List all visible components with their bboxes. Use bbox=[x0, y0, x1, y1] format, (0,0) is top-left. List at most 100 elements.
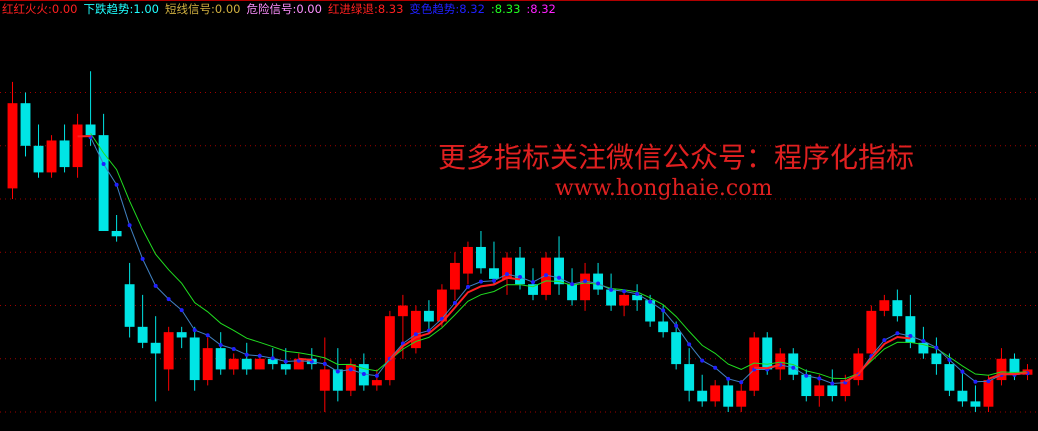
legend-value: 8.32 bbox=[459, 2, 485, 16]
ma-blue-dot bbox=[257, 353, 262, 358]
candle-body bbox=[697, 390, 708, 402]
ma-blue-dot bbox=[127, 223, 132, 228]
candle-body bbox=[476, 246, 486, 269]
ma-blue-dot bbox=[713, 365, 718, 370]
candle-body bbox=[814, 385, 825, 397]
candle-body bbox=[449, 262, 460, 290]
candle-body bbox=[189, 337, 200, 381]
candle-body bbox=[176, 332, 187, 338]
ma-blue-dot bbox=[335, 369, 340, 374]
candle-body bbox=[983, 380, 994, 407]
candle-body bbox=[554, 257, 564, 285]
legend-value: 1.00 bbox=[133, 2, 159, 16]
candle-body bbox=[202, 348, 213, 381]
ma-blue-dot bbox=[804, 373, 809, 378]
ma-blue-dot bbox=[114, 182, 119, 187]
candle-body bbox=[606, 289, 617, 306]
candle-body bbox=[944, 364, 955, 391]
ma-blue-dot bbox=[648, 299, 653, 304]
legend-item: 危险信号:0.00 bbox=[246, 2, 322, 16]
candle-body bbox=[775, 353, 786, 370]
ma-blue-dot bbox=[478, 279, 483, 284]
legend-item: :8.33 bbox=[490, 2, 521, 16]
ma-blue-dot bbox=[452, 300, 457, 305]
legend-label: 红进绿退 bbox=[327, 2, 374, 16]
ma-blue-dot bbox=[687, 342, 692, 347]
candle-body bbox=[384, 316, 395, 381]
ma-blue-dot bbox=[140, 256, 145, 261]
ma-blue-dot bbox=[413, 332, 418, 337]
candle-body bbox=[892, 300, 903, 317]
candle-body bbox=[762, 337, 773, 370]
candle-body bbox=[319, 369, 330, 391]
legend-item: :8.32 bbox=[526, 2, 556, 16]
legend-item: 红红火火:0.00 bbox=[2, 2, 78, 16]
legend-item: 红进绿退:8.33 bbox=[327, 2, 404, 16]
ma-blue-dot bbox=[244, 352, 249, 357]
candle-body bbox=[840, 380, 851, 397]
ma-green-line bbox=[90, 133, 1028, 380]
ma-blue-dot bbox=[231, 346, 236, 351]
candle-body bbox=[723, 385, 734, 407]
ma-blue-dot bbox=[973, 379, 978, 384]
candle-body bbox=[879, 300, 890, 311]
candle-body bbox=[150, 342, 161, 354]
ma-blue-dot bbox=[739, 380, 744, 385]
candle-body bbox=[397, 305, 408, 317]
candle-body bbox=[918, 342, 929, 354]
candle-body bbox=[671, 332, 682, 365]
legend-value: 8.33 bbox=[494, 2, 521, 16]
candle-body bbox=[215, 348, 226, 370]
ma-blue-dot bbox=[908, 334, 913, 339]
ma-blue-dot bbox=[596, 281, 601, 286]
candle-body bbox=[710, 385, 721, 402]
candle-body bbox=[410, 310, 421, 349]
candle-body bbox=[72, 124, 83, 168]
candle-body bbox=[567, 284, 577, 301]
watermark-url: www.honghaie.com bbox=[555, 176, 773, 201]
candle-body bbox=[293, 358, 304, 370]
candle-body bbox=[254, 358, 265, 370]
ma-blue-dot bbox=[934, 345, 939, 350]
ma-blue-dot bbox=[921, 339, 926, 344]
legend-value: 8.32 bbox=[530, 2, 556, 16]
ma-blue-dot bbox=[531, 280, 536, 285]
candle-body bbox=[111, 230, 122, 237]
candle-body bbox=[866, 310, 877, 354]
legend-item: 变色趋势:8.32 bbox=[409, 2, 485, 16]
ma-blue-dot bbox=[609, 287, 614, 292]
candle-body bbox=[163, 332, 174, 370]
candle-body bbox=[332, 369, 343, 391]
ma-blue-dot bbox=[205, 333, 210, 338]
legend-item: 短线信号:0.00 bbox=[164, 2, 241, 16]
ma-blue-dot bbox=[817, 376, 822, 381]
ma-blue-dot bbox=[166, 297, 171, 302]
ma-blue-dot bbox=[361, 371, 366, 376]
candle-body bbox=[580, 273, 591, 301]
candle-body bbox=[463, 246, 473, 274]
ma-blue-dot bbox=[491, 278, 496, 283]
legend-label: 危险信号 bbox=[246, 2, 293, 16]
candle-body bbox=[280, 364, 291, 370]
ma-blue-dot bbox=[947, 357, 952, 362]
ma-blue-dot bbox=[791, 365, 796, 370]
candle-body bbox=[33, 145, 44, 173]
ma-blue-dot bbox=[895, 331, 900, 336]
ma-blue-dot bbox=[674, 323, 679, 328]
ma-blue-dot bbox=[518, 275, 522, 280]
candle-body bbox=[1009, 358, 1020, 375]
ma-blue-dot bbox=[179, 308, 184, 313]
legend-value: 8.33 bbox=[377, 2, 404, 16]
ma-blue-dot bbox=[322, 361, 327, 366]
ma-blue-dot bbox=[153, 283, 158, 288]
ma-blue-dot bbox=[101, 162, 106, 167]
candle-body bbox=[905, 316, 916, 343]
legend-label: 变色趋势 bbox=[409, 2, 456, 16]
candle-body bbox=[931, 353, 942, 365]
ma-blue-dot bbox=[726, 376, 731, 381]
ma-blue-dot bbox=[465, 284, 470, 289]
candle-body bbox=[736, 390, 747, 407]
ma-blue-dot bbox=[348, 367, 353, 372]
candle-body bbox=[489, 268, 499, 279]
